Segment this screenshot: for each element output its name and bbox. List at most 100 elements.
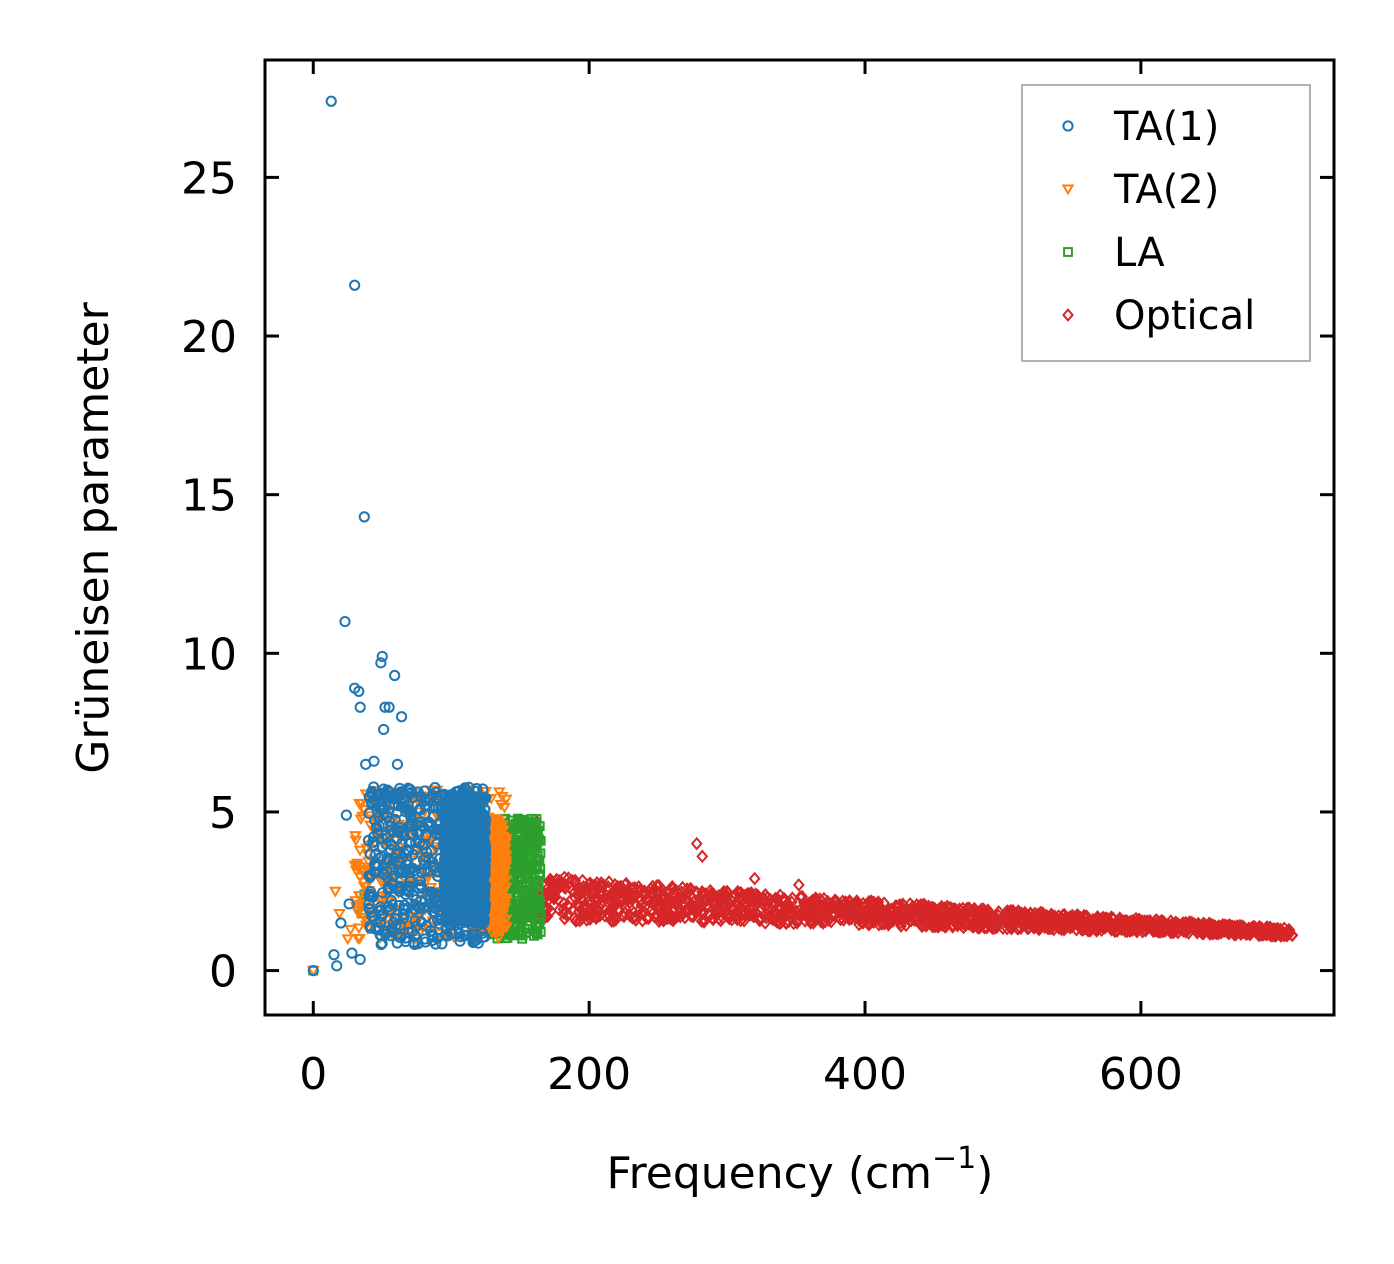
point-optical bbox=[845, 911, 858, 926]
point-optical bbox=[707, 889, 720, 904]
point-optical bbox=[1263, 926, 1276, 940]
point-ta-1- bbox=[381, 865, 393, 877]
point-optical bbox=[687, 908, 699, 923]
point-la bbox=[517, 894, 528, 905]
series-ta-1- bbox=[307, 95, 492, 977]
y-tick-label: 20 bbox=[181, 312, 237, 363]
point-la bbox=[535, 848, 546, 859]
point-la bbox=[516, 822, 527, 833]
point-ta-1- bbox=[479, 903, 491, 915]
point-optical bbox=[910, 911, 923, 926]
point-ta-1- bbox=[366, 891, 379, 903]
point-la bbox=[516, 925, 527, 936]
point-la bbox=[524, 854, 535, 865]
point-ta-2- bbox=[489, 923, 502, 935]
point-ta-1- bbox=[469, 848, 481, 860]
point-optical bbox=[624, 891, 637, 906]
point-optical bbox=[692, 902, 705, 917]
point-optical bbox=[1042, 913, 1055, 928]
point-ta-1- bbox=[395, 711, 408, 723]
point-optical bbox=[647, 887, 659, 902]
point-ta-1- bbox=[391, 758, 404, 770]
point-ta-1- bbox=[399, 932, 411, 944]
point-ta-1- bbox=[409, 915, 421, 927]
point-optical bbox=[856, 915, 869, 930]
point-ta-2- bbox=[493, 828, 507, 840]
point-ta-1- bbox=[395, 867, 407, 879]
point-ta-1- bbox=[445, 916, 457, 928]
point-optical bbox=[1082, 919, 1095, 934]
point-ta-1- bbox=[368, 866, 380, 878]
y-tick-label: 0 bbox=[209, 947, 237, 998]
point-ta-1- bbox=[440, 900, 452, 912]
point-ta-1- bbox=[476, 887, 488, 899]
legend-marker-ta-1- bbox=[1062, 120, 1074, 132]
point-optical bbox=[1125, 918, 1138, 932]
point-optical bbox=[834, 912, 847, 926]
point-optical bbox=[791, 913, 804, 928]
point-optical bbox=[1105, 922, 1118, 937]
point-optical bbox=[828, 900, 841, 915]
point-optical bbox=[651, 909, 663, 923]
point-ta-2- bbox=[498, 883, 512, 895]
point-optical bbox=[1003, 920, 1016, 934]
point-ta-1- bbox=[385, 930, 397, 942]
point-ta-2- bbox=[498, 852, 511, 863]
point-la bbox=[533, 897, 544, 908]
point-ta-1- bbox=[370, 849, 382, 861]
point-optical bbox=[1015, 915, 1028, 930]
point-optical bbox=[659, 909, 672, 923]
point-optical bbox=[731, 903, 744, 918]
point-ta-1- bbox=[354, 953, 366, 966]
point-optical bbox=[553, 873, 566, 888]
point-ta-1- bbox=[406, 925, 418, 938]
point-optical bbox=[646, 879, 659, 894]
point-ta-2- bbox=[352, 799, 366, 810]
point-optical bbox=[557, 902, 570, 916]
point-ta-1- bbox=[453, 927, 466, 940]
x-axis-title: Frequency (cm−1) bbox=[607, 1141, 994, 1199]
point-ta-1- bbox=[331, 960, 343, 972]
point-ta-2- bbox=[499, 837, 513, 849]
point-optical bbox=[816, 904, 829, 919]
point-ta-1- bbox=[404, 863, 417, 875]
point-ta-1- bbox=[428, 859, 440, 871]
point-optical bbox=[1269, 927, 1281, 942]
point-ta-1- bbox=[449, 791, 461, 804]
point-ta-1- bbox=[443, 845, 455, 857]
point-optical bbox=[1282, 925, 1295, 940]
point-optical bbox=[745, 886, 758, 900]
point-optical bbox=[1286, 928, 1299, 943]
point-optical bbox=[934, 911, 947, 926]
y-tick-label: 10 bbox=[181, 629, 237, 680]
point-ta-1- bbox=[466, 827, 479, 839]
point-ta-1- bbox=[465, 871, 477, 883]
point-ta-1- bbox=[440, 894, 453, 906]
point-optical bbox=[581, 908, 594, 923]
point-la bbox=[521, 833, 532, 844]
point-optical bbox=[572, 888, 585, 902]
point-optical bbox=[579, 884, 591, 899]
point-ta-2- bbox=[341, 934, 355, 946]
point-optical bbox=[933, 907, 946, 922]
point-ta-1- bbox=[389, 669, 401, 682]
point-optical bbox=[733, 891, 746, 905]
point-ta-1- bbox=[375, 657, 387, 669]
point-optical bbox=[654, 912, 667, 927]
point-optical bbox=[670, 884, 683, 898]
point-ta-1- bbox=[443, 913, 455, 925]
point-ta-1- bbox=[459, 901, 471, 913]
legend-label: TA(2) bbox=[1113, 167, 1219, 213]
point-optical bbox=[717, 892, 730, 907]
point-ta-1- bbox=[354, 701, 366, 713]
point-optical bbox=[576, 873, 589, 888]
point-optical bbox=[619, 901, 632, 916]
point-ta-1- bbox=[426, 929, 438, 941]
point-optical bbox=[793, 903, 806, 918]
point-ta-2- bbox=[357, 882, 371, 893]
point-optical bbox=[860, 912, 873, 926]
point-optical bbox=[782, 914, 795, 929]
point-optical bbox=[732, 897, 745, 911]
point-ta-2- bbox=[495, 889, 509, 901]
point-ta-2- bbox=[328, 886, 342, 898]
